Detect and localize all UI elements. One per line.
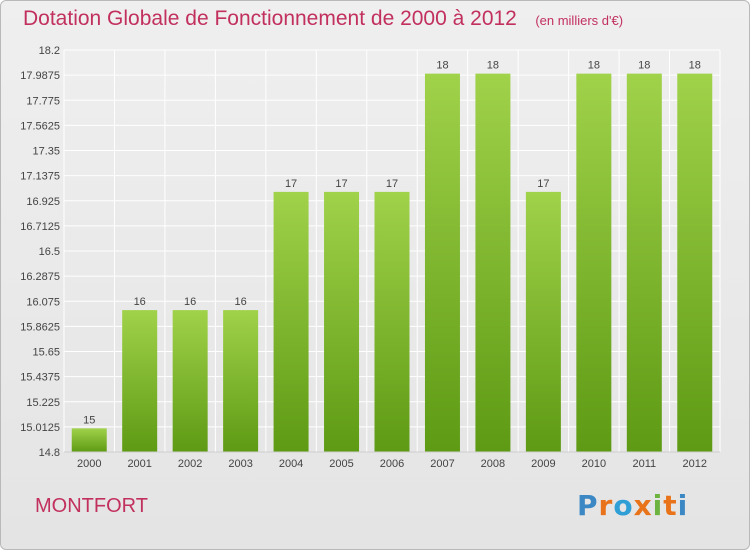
y-tick-label: 17.5625 <box>20 120 60 132</box>
x-tick-label: 2002 <box>178 458 202 470</box>
x-tick-label: 2007 <box>430 458 454 470</box>
proxiti-logo[interactable]: Proxiti <box>577 489 688 522</box>
x-tick-label: 2001 <box>127 458 151 470</box>
y-axis-ticks: 14.8 15.0125 15.225 15.4375 15.65 15.8625 16.0… <box>20 45 60 459</box>
y-tick-label: 17.775 <box>26 95 60 107</box>
x-tick-label: 2000 <box>77 458 101 470</box>
y-tick-label: 16.2875 <box>20 271 60 283</box>
bar-value-label: 17 <box>537 178 549 190</box>
bar-2011[interactable] <box>626 73 662 452</box>
bar-2007[interactable] <box>424 73 460 452</box>
bar-2004[interactable] <box>273 191 309 452</box>
bar-2012[interactable] <box>677 73 713 452</box>
logo-letter: P <box>577 489 599 522</box>
y-tick-label: 15.4375 <box>20 372 60 384</box>
x-tick-label: 2004 <box>279 458 303 470</box>
x-axis-ticks: 2000 2001 2002 2003 2004 2005 2006 2007 2008 2009… <box>64 451 720 470</box>
x-tick-label: 2011 <box>632 458 656 470</box>
y-tick-label: 14.8 <box>39 447 60 459</box>
bar-value-label: 17 <box>386 178 398 190</box>
y-tick-label: 15.65 <box>32 347 60 359</box>
logo-letter: i <box>652 489 664 522</box>
bar-value-label: 18 <box>689 60 701 72</box>
x-tick-label: 2006 <box>380 458 404 470</box>
bar-value-label: 18 <box>588 60 600 72</box>
logo-letter: o <box>613 489 634 522</box>
bar-value-label: 18 <box>487 60 499 72</box>
x-tick-label: 2003 <box>228 458 252 470</box>
y-tick-label: 15.225 <box>26 397 60 409</box>
x-tick-label: 2005 <box>329 458 353 470</box>
bar-value-label: 15 <box>83 414 95 426</box>
logo-letter: t <box>663 489 678 522</box>
x-tick-label: 2012 <box>683 458 707 470</box>
chart-title: Dotation Globale de Fonctionnement de 20… <box>23 7 517 30</box>
bar-value-label: 16 <box>184 296 196 308</box>
y-tick-label: 15.8625 <box>20 321 60 333</box>
bar-2008[interactable] <box>475 73 511 452</box>
y-tick-label: 15.0125 <box>20 422 60 434</box>
bar-2000[interactable] <box>71 428 107 452</box>
bar-value-label: 18 <box>638 60 650 72</box>
title-row: Dotation Globale de Fonctionnement de 20… <box>23 7 623 31</box>
bar-value-label: 16 <box>234 296 246 308</box>
bars: 15 16 16 16 17 17 17 18 18 17 18 18 18 <box>71 60 713 452</box>
y-tick-label: 17.1375 <box>20 171 60 183</box>
bar-value-label: 17 <box>285 178 297 190</box>
bar-2009[interactable] <box>525 191 561 452</box>
y-tick-label: 16.7125 <box>20 221 60 233</box>
logo-letter: r <box>598 489 614 522</box>
chart-subtitle: (en milliers d'€) <box>535 13 624 28</box>
bar-value-label: 17 <box>335 178 347 190</box>
y-tick-label: 17.9875 <box>20 70 60 82</box>
commune-name: MONTFORT <box>35 495 148 517</box>
bar-value-label: 18 <box>436 60 448 72</box>
bar-2002[interactable] <box>172 310 208 452</box>
bar-2003[interactable] <box>223 310 259 452</box>
y-tick-label: 18.2 <box>39 45 60 57</box>
y-tick-label: 16.5 <box>39 246 60 258</box>
x-tick-label: 2009 <box>531 458 555 470</box>
bar-2001[interactable] <box>122 310 158 452</box>
x-tick-label: 2010 <box>582 458 606 470</box>
bar-value-label: 16 <box>134 296 146 308</box>
y-tick-label: 17.35 <box>32 146 60 158</box>
bar-2005[interactable] <box>324 191 360 452</box>
y-tick-label: 16.925 <box>26 196 60 208</box>
logo-letter: i <box>677 489 689 522</box>
y-tick-label: 16.075 <box>26 296 60 308</box>
bar-2010[interactable] <box>576 73 612 452</box>
logo-letter: x <box>633 489 653 522</box>
bar-2006[interactable] <box>374 191 410 452</box>
x-tick-label: 2008 <box>481 458 505 470</box>
